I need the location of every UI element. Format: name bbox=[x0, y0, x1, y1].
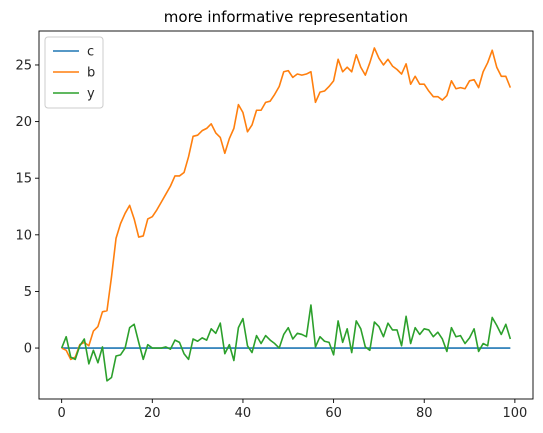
x-tick-label: 0 bbox=[58, 406, 66, 421]
y-tick-label: 0 bbox=[24, 342, 32, 357]
x-tick-label: 20 bbox=[144, 406, 161, 421]
x-tick-label: 60 bbox=[325, 406, 342, 421]
plot-area bbox=[62, 48, 511, 381]
y-tick-label: 15 bbox=[15, 172, 32, 187]
x-axis: 0 20 40 60 80 100 bbox=[58, 399, 528, 421]
x-tick-label: 40 bbox=[235, 406, 252, 421]
y-axis: 0 5 10 15 20 25 bbox=[15, 58, 39, 356]
y-tick-label: 5 bbox=[24, 285, 32, 300]
x-tick-label: 100 bbox=[502, 406, 527, 421]
axes-frame bbox=[39, 31, 533, 399]
legend-label-b: b bbox=[87, 66, 95, 81]
series-line-y bbox=[62, 305, 511, 381]
y-tick-label: 20 bbox=[15, 115, 32, 130]
y-tick-label: 25 bbox=[15, 58, 32, 73]
chart-title: more informative representation bbox=[164, 8, 408, 26]
series-line-b bbox=[62, 48, 511, 359]
legend-label-c: c bbox=[87, 45, 94, 60]
y-tick-label: 10 bbox=[15, 228, 32, 243]
legend: cby bbox=[45, 37, 103, 108]
legend-label-y: y bbox=[87, 87, 95, 102]
x-tick-label: 80 bbox=[416, 406, 433, 421]
